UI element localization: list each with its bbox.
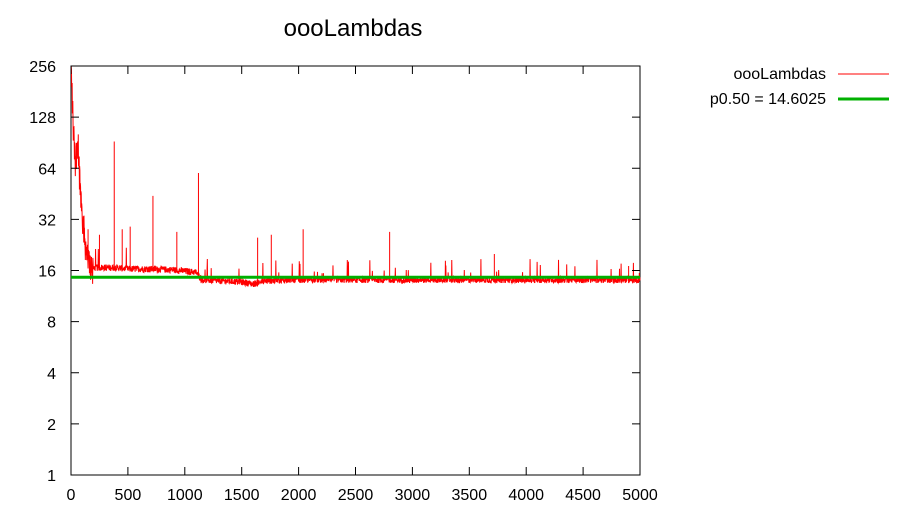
x-tick-label: 2500 — [338, 487, 374, 504]
y-tick-label: 2 — [47, 417, 56, 434]
x-tick-label: 2000 — [281, 487, 317, 504]
x-tick-label: 3000 — [395, 487, 431, 504]
y-tick-label: 16 — [38, 264, 56, 281]
y-tick-label: 4 — [47, 366, 56, 383]
legend-label-oooLambdas: oooLambdas — [733, 66, 826, 83]
y-tick-label: 32 — [38, 212, 56, 229]
series-line-oooLambdas — [70, 65, 641, 288]
y-tick-label: 8 — [47, 315, 56, 332]
legend-label-p050: p0.50 = 14.6025 — [710, 91, 826, 108]
x-axis: 0 500 1000 1500 2000 2500 3000 3500 4000 4500 5000 — [67, 66, 658, 504]
y-tick-label: 1 — [47, 468, 56, 485]
y-tick-label: 256 — [29, 59, 56, 76]
plot-frame — [70, 65, 641, 476]
x-tick-label: 4000 — [508, 487, 544, 504]
x-tick-label: 3500 — [452, 487, 488, 504]
x-tick-label: 1000 — [167, 487, 203, 504]
legend: oooLambdas p0.50 = 14.6025 — [710, 66, 889, 108]
x-tick-label: 0 — [67, 487, 76, 504]
x-tick-label: 500 — [115, 487, 142, 504]
x-tick-label: 4500 — [565, 487, 601, 504]
y-axis: 1 2 4 8 16 32 64 128 256 — [29, 59, 640, 485]
x-tick-label: 1500 — [224, 487, 260, 504]
y-tick-label: 128 — [29, 110, 56, 127]
chart-title: oooLambdas — [284, 15, 423, 42]
y-tick-label: 64 — [38, 161, 56, 178]
plot-area — [70, 65, 641, 476]
x-tick-label: 5000 — [622, 487, 658, 504]
